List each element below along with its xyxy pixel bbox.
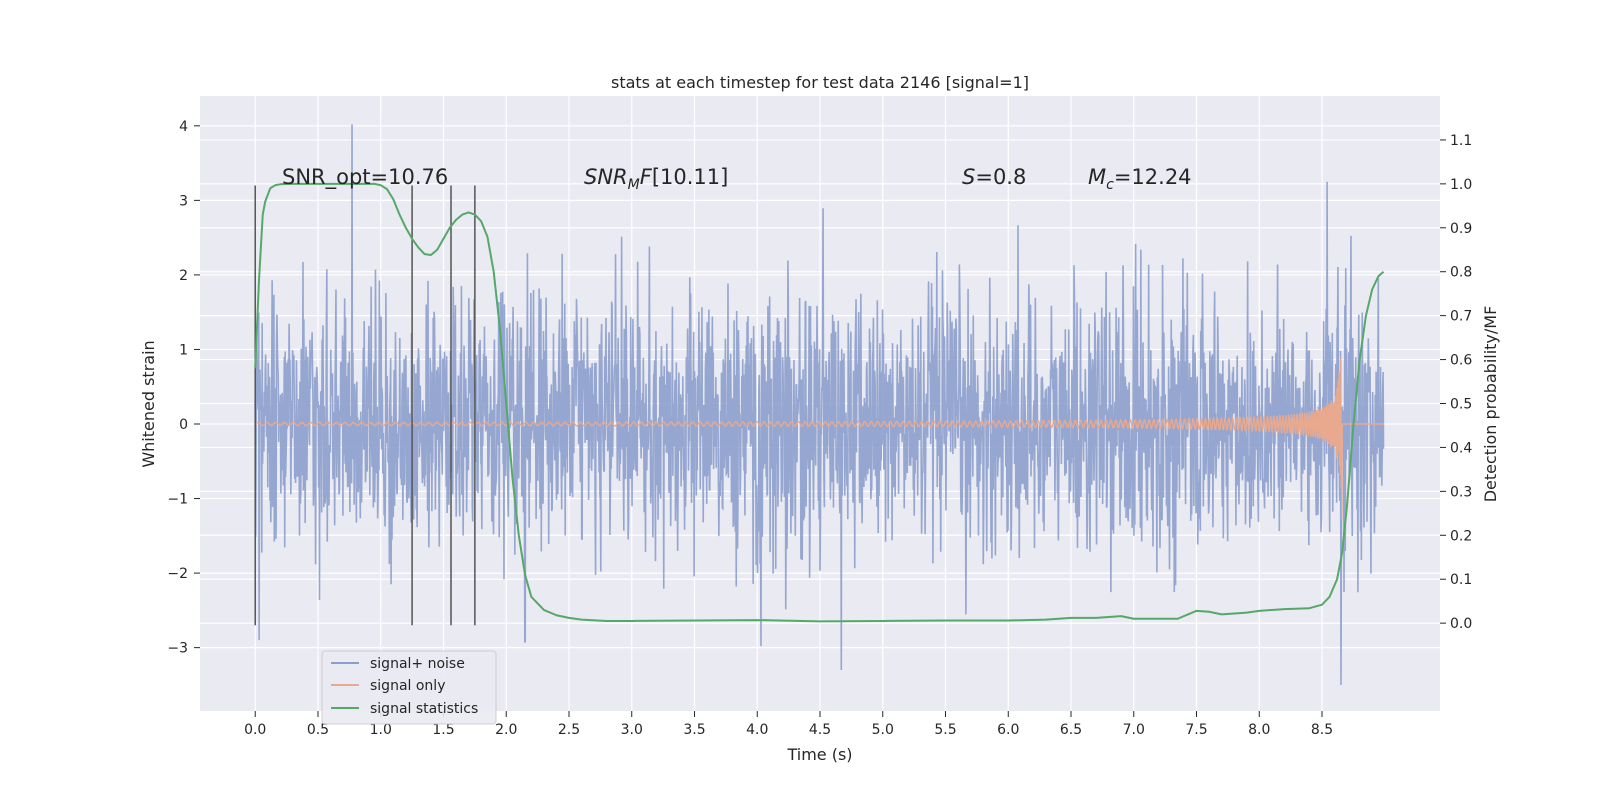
annotation-mc: Mc=12.24 <box>1088 165 1192 193</box>
x-tick-label: 4.0 <box>746 722 768 738</box>
y-right-tick-label: 0.8 <box>1450 265 1472 281</box>
signal-noise-line <box>254 124 1385 685</box>
y-right-tick-label: 0.7 <box>1450 309 1472 325</box>
x-tick-label: 6.5 <box>1060 722 1082 738</box>
legend-box <box>321 650 497 725</box>
y-right-tick-label: 1.1 <box>1450 133 1472 149</box>
y-left-tick-label: 0 <box>179 417 188 433</box>
series-signal-noise <box>254 124 1385 685</box>
x-tick-label: 5.0 <box>872 722 894 738</box>
x-tick-label: 0.5 <box>307 722 329 738</box>
series-signal-only <box>254 357 1384 520</box>
x-tick-label: 0.0 <box>244 722 266 738</box>
y-left-tick-label: 1 <box>179 342 188 358</box>
y-right-tick-label: 0.5 <box>1450 397 1472 413</box>
y-right-tick-label: 0.2 <box>1450 528 1472 544</box>
legend-label-signal-only: signal only <box>370 678 445 694</box>
y-left-tick-label: 3 <box>179 193 188 209</box>
y-left-tick-label: −3 <box>167 641 188 657</box>
x-tick-label: 2.0 <box>495 722 517 738</box>
y-right-tick-label: 0.4 <box>1450 440 1472 456</box>
vertical-markers <box>254 185 476 626</box>
y-right-tick-label: 0.0 <box>1450 616 1472 632</box>
y-left-tick-label: −2 <box>167 566 188 582</box>
y-right-tick-label: 1.0 <box>1450 177 1472 193</box>
x-tick-label: 3.0 <box>621 722 643 738</box>
x-tick-label: 8.5 <box>1311 722 1333 738</box>
x-tick-label: 1.5 <box>432 722 454 738</box>
chart-title: stats at each timestep for test data 214… <box>611 73 1029 92</box>
x-tick-label: 4.5 <box>809 722 831 738</box>
legend: signal+ noise signal only signal statist… <box>321 650 497 725</box>
x-tick-label: 2.5 <box>558 722 580 738</box>
annotation-s: S=0.8 <box>962 165 1026 189</box>
annotation-snr-opt: SNR_opt=10.76 <box>282 165 448 190</box>
y-right-tick-label: 0.1 <box>1450 572 1472 588</box>
y-axis-label-left: Whitened strain <box>139 340 158 467</box>
legend-label-signal-statistics: signal statistics <box>370 701 478 717</box>
y-left-tick-label: −1 <box>167 492 188 508</box>
x-tick-label: 5.5 <box>934 722 956 738</box>
x-tick-label: 6.0 <box>997 722 1019 738</box>
x-tick-label: 1.0 <box>370 722 392 738</box>
signal-only-line <box>254 357 1384 520</box>
legend-label-signal-noise: signal+ noise <box>370 656 465 672</box>
y-left-tick-label: 4 <box>179 119 188 135</box>
y-left-tick-label: 2 <box>179 268 188 284</box>
annotation-snr-mf: SNRMF[10.11] <box>584 165 728 193</box>
x-tick-label: 7.0 <box>1123 722 1145 738</box>
y-right-tick-label: 0.6 <box>1450 353 1472 369</box>
series-signal-statistics <box>254 182 1385 623</box>
y-axis-label-right: Detection probability/MF <box>1481 306 1500 503</box>
tick-labels: 0.0 0.5 1.0 1.5 2.0 2.5 3.0 3.5 4.0 4.5 5.0 5.5 6.0 6… <box>167 119 1472 738</box>
y-right-tick-label: 0.9 <box>1450 221 1472 237</box>
x-tick-label: 7.5 <box>1185 722 1207 738</box>
x-tick-label: 8.0 <box>1248 722 1270 738</box>
signal-statistics-line <box>254 182 1385 623</box>
x-axis-label: Time (s) <box>786 745 852 764</box>
y-right-tick-label: 0.3 <box>1450 484 1472 500</box>
x-tick-label: 3.5 <box>683 722 705 738</box>
